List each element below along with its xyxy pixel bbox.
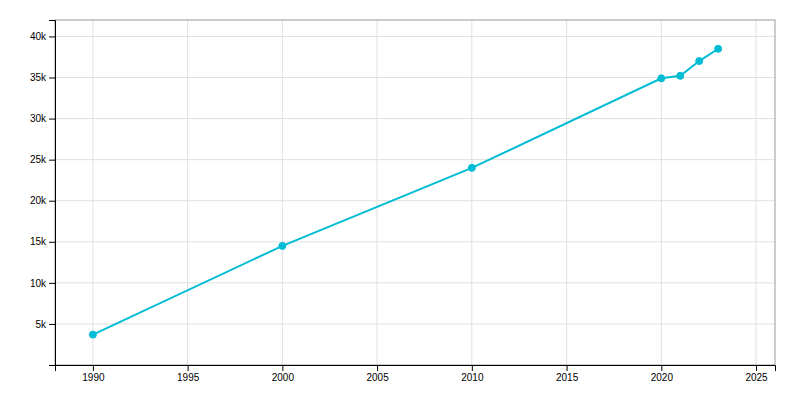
- x-grid-line: [187, 20, 188, 365]
- point: [677, 72, 684, 79]
- y-tick: 20k: [30, 195, 55, 206]
- y-tick-mark: [49, 78, 55, 79]
- chart-container: 1990 1995 2000 2005 2010 2015 2020 2025 5k 10k 15k…: [0, 0, 800, 400]
- point: [89, 331, 96, 338]
- x-tick-mark: [756, 365, 757, 371]
- y-tick-mark: [49, 242, 55, 243]
- x-tick-mark: [472, 365, 473, 371]
- y-grid-line: [55, 200, 775, 201]
- y-tick: 5k: [35, 319, 55, 330]
- y-tick-label: 30k: [30, 113, 47, 124]
- x-tick: 2005: [366, 365, 389, 383]
- line: [93, 49, 718, 335]
- y-tick-mark: [49, 36, 55, 37]
- grid: [55, 20, 775, 365]
- x-grid-line: [282, 20, 283, 365]
- point: [279, 242, 286, 249]
- y-tick: 25k: [30, 154, 55, 165]
- x-tick: 2025: [745, 365, 768, 383]
- y-grid-line: [55, 36, 775, 37]
- y-tick: 10k: [30, 278, 55, 289]
- y-tick-label: 25k: [30, 154, 47, 165]
- y-tick-label: 35k: [30, 72, 47, 83]
- x-tick-label: 2000: [272, 372, 295, 383]
- x-tick: 1995: [177, 365, 200, 383]
- x-axis: 1990 1995 2000 2005 2010 2015 2020 2025: [56, 365, 776, 383]
- y-tick-mark: [49, 201, 55, 202]
- point: [658, 75, 665, 82]
- x-tick-label: 2025: [745, 372, 768, 383]
- y-tick-label: 5k: [35, 319, 47, 330]
- y-tick-label: 20k: [30, 195, 47, 206]
- y-grid-line: [55, 159, 775, 160]
- y-grid-line: [55, 323, 775, 324]
- x-grid-line: [661, 20, 662, 365]
- x-tick-mark: [188, 365, 189, 371]
- y-tick: 15k: [30, 236, 55, 247]
- y-tick-label: 10k: [30, 278, 47, 289]
- point: [715, 45, 722, 52]
- x-tick: 2020: [651, 365, 674, 383]
- x-tick-mark: [377, 365, 378, 371]
- y-grid-line: [55, 118, 775, 119]
- y-tick-mark: [49, 283, 55, 284]
- x-tick-mark: [282, 365, 283, 371]
- x-tick-mark: [661, 365, 662, 371]
- y-tick: 35k: [30, 72, 55, 83]
- x-tick-label: 2005: [366, 372, 389, 383]
- y-tick-mark: [49, 324, 55, 325]
- x-tick-label: 2020: [651, 372, 674, 383]
- x-tick: 2015: [556, 365, 579, 383]
- x-grid-line: [471, 20, 472, 365]
- y-tick-mark: [49, 119, 55, 120]
- x-tick: 2010: [461, 365, 484, 383]
- x-grid-line: [566, 20, 567, 365]
- x-grid-line: [756, 20, 757, 365]
- y-tick-mark: [49, 160, 55, 161]
- plot-frame: [55, 20, 775, 365]
- chart-svg: 1990 1995 2000 2005 2010 2015 2020 2025 5k 10k 15k…: [0, 0, 800, 400]
- x-grid-line: [92, 20, 93, 365]
- x-tick-label: 2015: [556, 372, 579, 383]
- y-grid-line: [55, 282, 775, 283]
- x-axis-line: [56, 366, 776, 372]
- y-tick-label: 15k: [30, 236, 47, 247]
- x-tick-label: 1990: [82, 372, 105, 383]
- x-tick-label: 2010: [461, 372, 484, 383]
- x-tick: 1990: [82, 365, 105, 383]
- x-tick-mark: [567, 365, 568, 371]
- x-grid-line: [377, 20, 378, 365]
- y-tick: 30k: [30, 113, 55, 124]
- y-tick: 40k: [30, 31, 55, 42]
- y-tick-label: 40k: [30, 31, 47, 42]
- plot-area: 1990 1995 2000 2005 2010 2015 2020 2025 5k 10k 15k…: [30, 20, 776, 383]
- x-tick-label: 1995: [177, 372, 200, 383]
- x-tick-mark: [93, 365, 94, 371]
- y-axis-line: [49, 21, 56, 366]
- point: [468, 164, 475, 171]
- marks: [89, 45, 721, 338]
- point: [696, 58, 703, 65]
- y-grid-line: [55, 241, 775, 242]
- x-tick: 2000: [272, 365, 295, 383]
- y-axis: 5k 10k 15k 20k 25k 30k 35k 40k: [30, 21, 56, 366]
